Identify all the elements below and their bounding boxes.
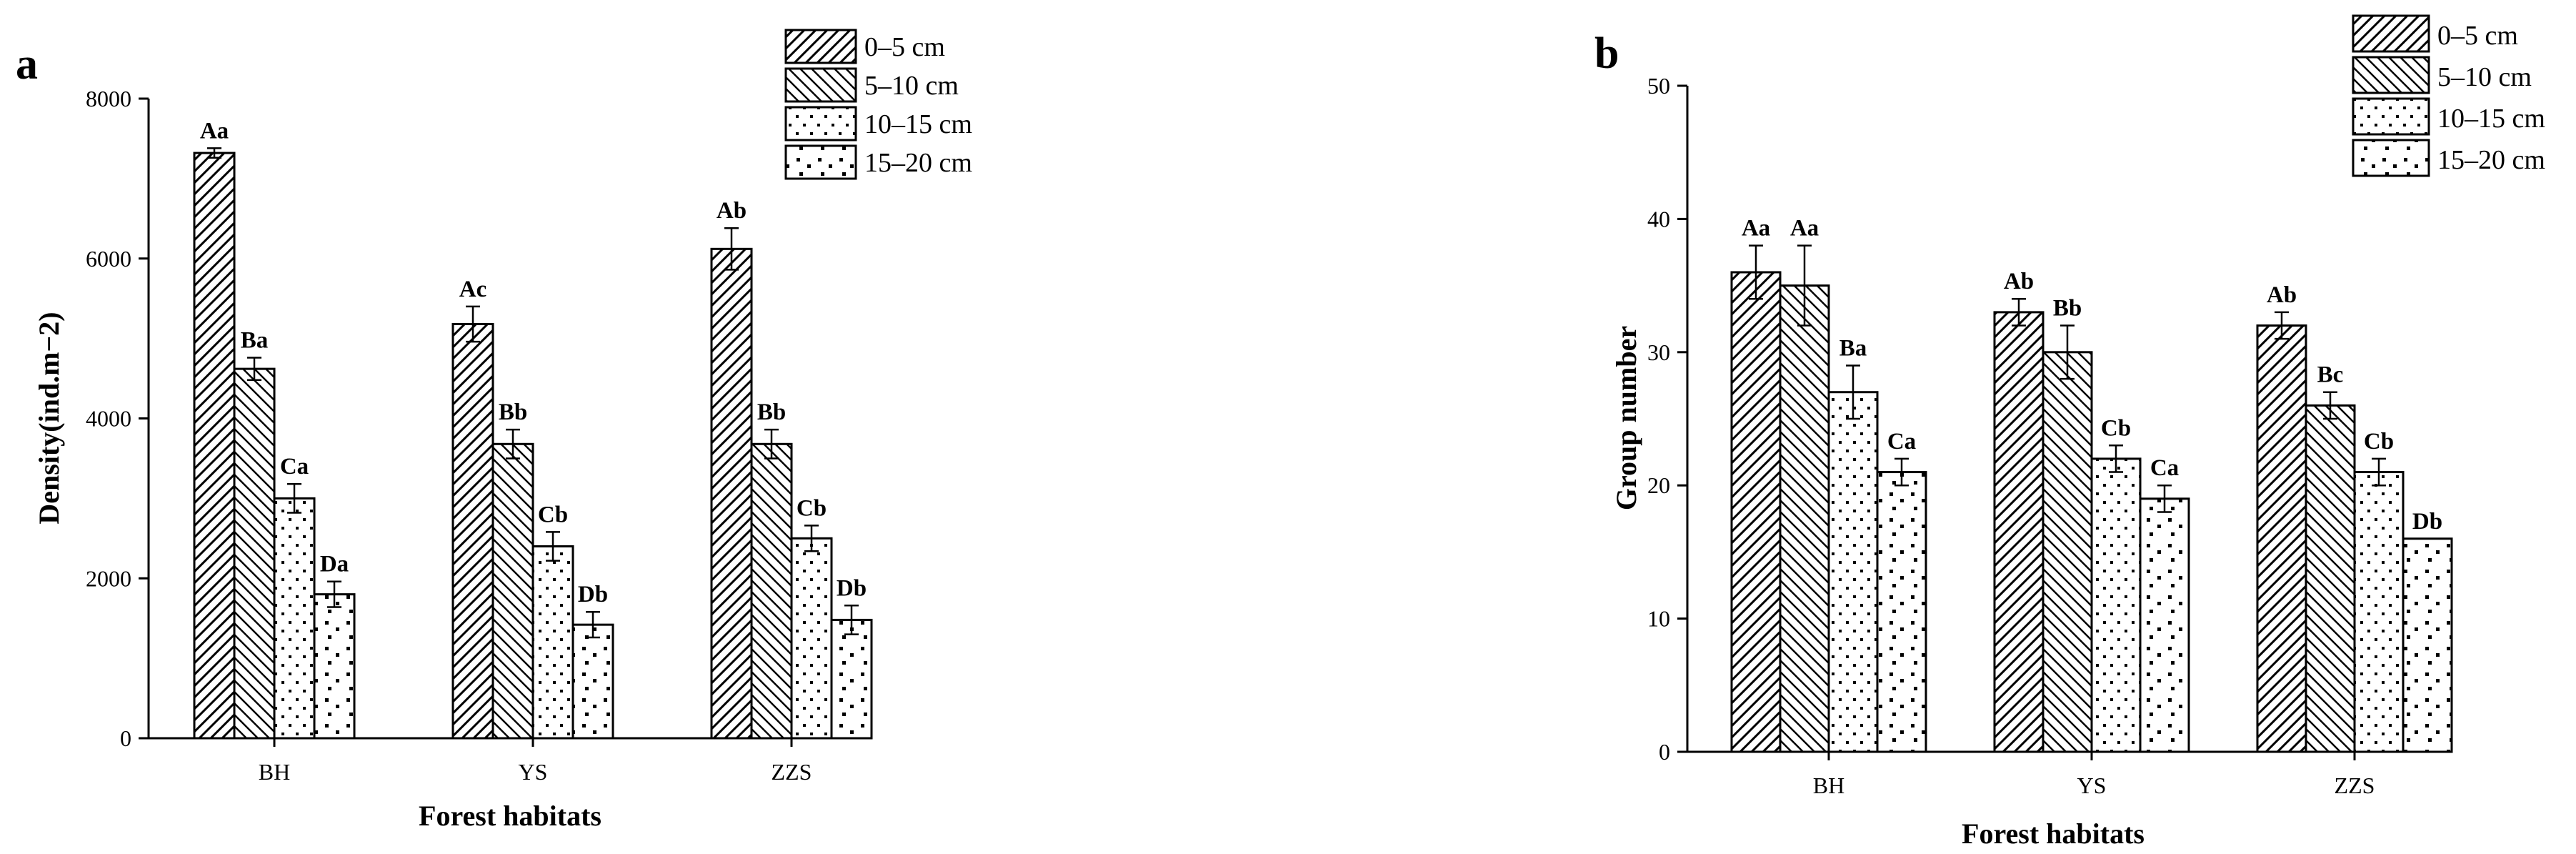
legend-label: 5–10 cm <box>2437 62 2532 92</box>
significance-label: Db <box>837 575 867 601</box>
y-tick-label: 4000 <box>86 406 131 432</box>
significance-label: Db <box>578 582 608 607</box>
bar <box>491 442 534 740</box>
bar <box>571 623 614 740</box>
x-tick-label: BH <box>1813 773 1844 798</box>
y-axis-title: Group number <box>1610 326 1642 510</box>
legend-label: 15–20 cm <box>864 148 972 178</box>
significance-label: Aa <box>1790 216 1819 242</box>
bar <box>233 367 276 740</box>
legend-swatch <box>2352 56 2430 94</box>
legend-swatch <box>2352 97 2430 136</box>
significance-label: Cb <box>2364 429 2394 455</box>
significance-label: Da <box>320 552 349 577</box>
bar <box>531 545 574 740</box>
x-tick-label: BH <box>259 759 290 785</box>
bar <box>750 442 793 740</box>
significance-label: Cb <box>538 502 568 527</box>
y-tick-label: 10 <box>1647 606 1670 632</box>
legend-label: 5–10 cm <box>864 71 959 101</box>
significance-label: Ac <box>459 277 486 302</box>
significance-label: Ca <box>2150 455 2179 481</box>
legend-label: 15–20 cm <box>2437 145 2545 175</box>
bar <box>2353 471 2405 753</box>
x-ticks: BH YS ZZS <box>259 738 812 785</box>
significance-label: Ba <box>1839 335 1867 361</box>
significance-label: Bb <box>757 399 786 425</box>
x-tick-label: ZZS <box>2335 773 2375 798</box>
y-ticks: 0 2000 4000 6000 8000 <box>86 86 149 751</box>
significance-label: Bb <box>499 399 527 425</box>
x-axis-title: Forest habitats <box>419 800 601 832</box>
significance-label: Db <box>2412 509 2442 535</box>
x-tick-label: YS <box>519 759 548 785</box>
legend-label: 10–15 cm <box>864 109 972 139</box>
bar <box>193 152 236 740</box>
legend-label: 0–5 cm <box>864 32 945 62</box>
bar <box>1993 311 2045 753</box>
y-tick-label: 50 <box>1647 73 1670 99</box>
bar <box>1730 271 1782 753</box>
bar <box>1876 471 1927 753</box>
y-tick-label: 2000 <box>86 565 131 591</box>
legend: 0–5 cm 5–10 cm 10–15 cm 15–20 cm <box>784 29 972 180</box>
y-tick-label: 6000 <box>86 246 131 272</box>
legend-label: 0–5 cm <box>2437 21 2518 51</box>
bar <box>790 537 833 740</box>
significance-label: Aa <box>200 118 229 144</box>
y-tick-label: 20 <box>1647 472 1670 498</box>
bar <box>273 497 316 740</box>
bar <box>2256 324 2307 753</box>
panel-label: a <box>16 40 38 89</box>
x-tick-label: ZZS <box>772 759 812 785</box>
significance-label: Ab <box>717 198 747 224</box>
bar <box>1827 391 1879 753</box>
legend-swatch <box>784 144 857 180</box>
bars-group: Aa Ba Ca Da Ac Bb Cb Db Ab Bb Cb Db <box>193 118 873 740</box>
legend-swatch <box>2352 139 2430 177</box>
y-axis-title: Density(ind.m−2) <box>33 312 65 524</box>
bar <box>451 322 494 740</box>
bar <box>710 247 753 740</box>
significance-label: Cb <box>2101 415 2131 441</box>
significance-label: Cb <box>797 495 827 521</box>
legend-swatch <box>2352 14 2430 53</box>
significance-label: Ab <box>2267 282 2297 308</box>
y-tick-label: 8000 <box>86 86 131 111</box>
x-axis-title: Forest habitats <box>1962 818 2145 850</box>
y-ticks: 0 10 20 30 40 50 <box>1647 73 1687 765</box>
bar <box>2402 537 2453 753</box>
panel-label: b <box>1594 29 1619 78</box>
x-tick-label: YS <box>2077 773 2107 798</box>
legend-swatch <box>784 29 857 64</box>
legend-label: 10–15 cm <box>2437 104 2545 134</box>
significance-label: Ca <box>1887 429 1916 455</box>
bars-group: Aa Aa Ba Ca Ab Bb Cb Ca Ab Bc Cb Db <box>1730 216 2453 753</box>
significance-label: Ab <box>2004 269 2034 294</box>
bar <box>2139 497 2190 753</box>
significance-label: Ba <box>241 327 269 353</box>
y-tick-label: 0 <box>1659 739 1670 765</box>
legend-swatch <box>784 67 857 103</box>
x-ticks: BH YS ZZS <box>1813 752 2375 798</box>
significance-label: Bb <box>2053 296 2082 322</box>
legend: 0–5 cm 5–10 cm 10–15 cm 15–20 cm <box>2352 14 2545 177</box>
legend-swatch <box>784 106 857 141</box>
significance-label: Aa <box>1742 216 1770 242</box>
y-tick-label: 40 <box>1647 206 1670 232</box>
bar <box>2042 351 2093 753</box>
bar <box>313 593 356 740</box>
y-tick-label: 0 <box>120 725 131 751</box>
bar <box>830 618 873 740</box>
significance-label: Bc <box>2317 362 2344 388</box>
chart-panel-a: a Aa Ba Ca Da Ac Bb Cb Db Ab Bb Cb Db 0 2000 4000 6000… <box>16 29 972 832</box>
chart-panel-b: b Aa Aa Ba Ca Ab Bb Cb Ca Ab Bc Cb Db 0 10 20 30 40 50 B… <box>1594 14 2545 850</box>
bar <box>2090 457 2142 753</box>
y-tick-label: 30 <box>1647 339 1670 365</box>
bar <box>1779 284 1830 753</box>
bar <box>2305 404 2356 753</box>
significance-label: Ca <box>280 454 309 480</box>
